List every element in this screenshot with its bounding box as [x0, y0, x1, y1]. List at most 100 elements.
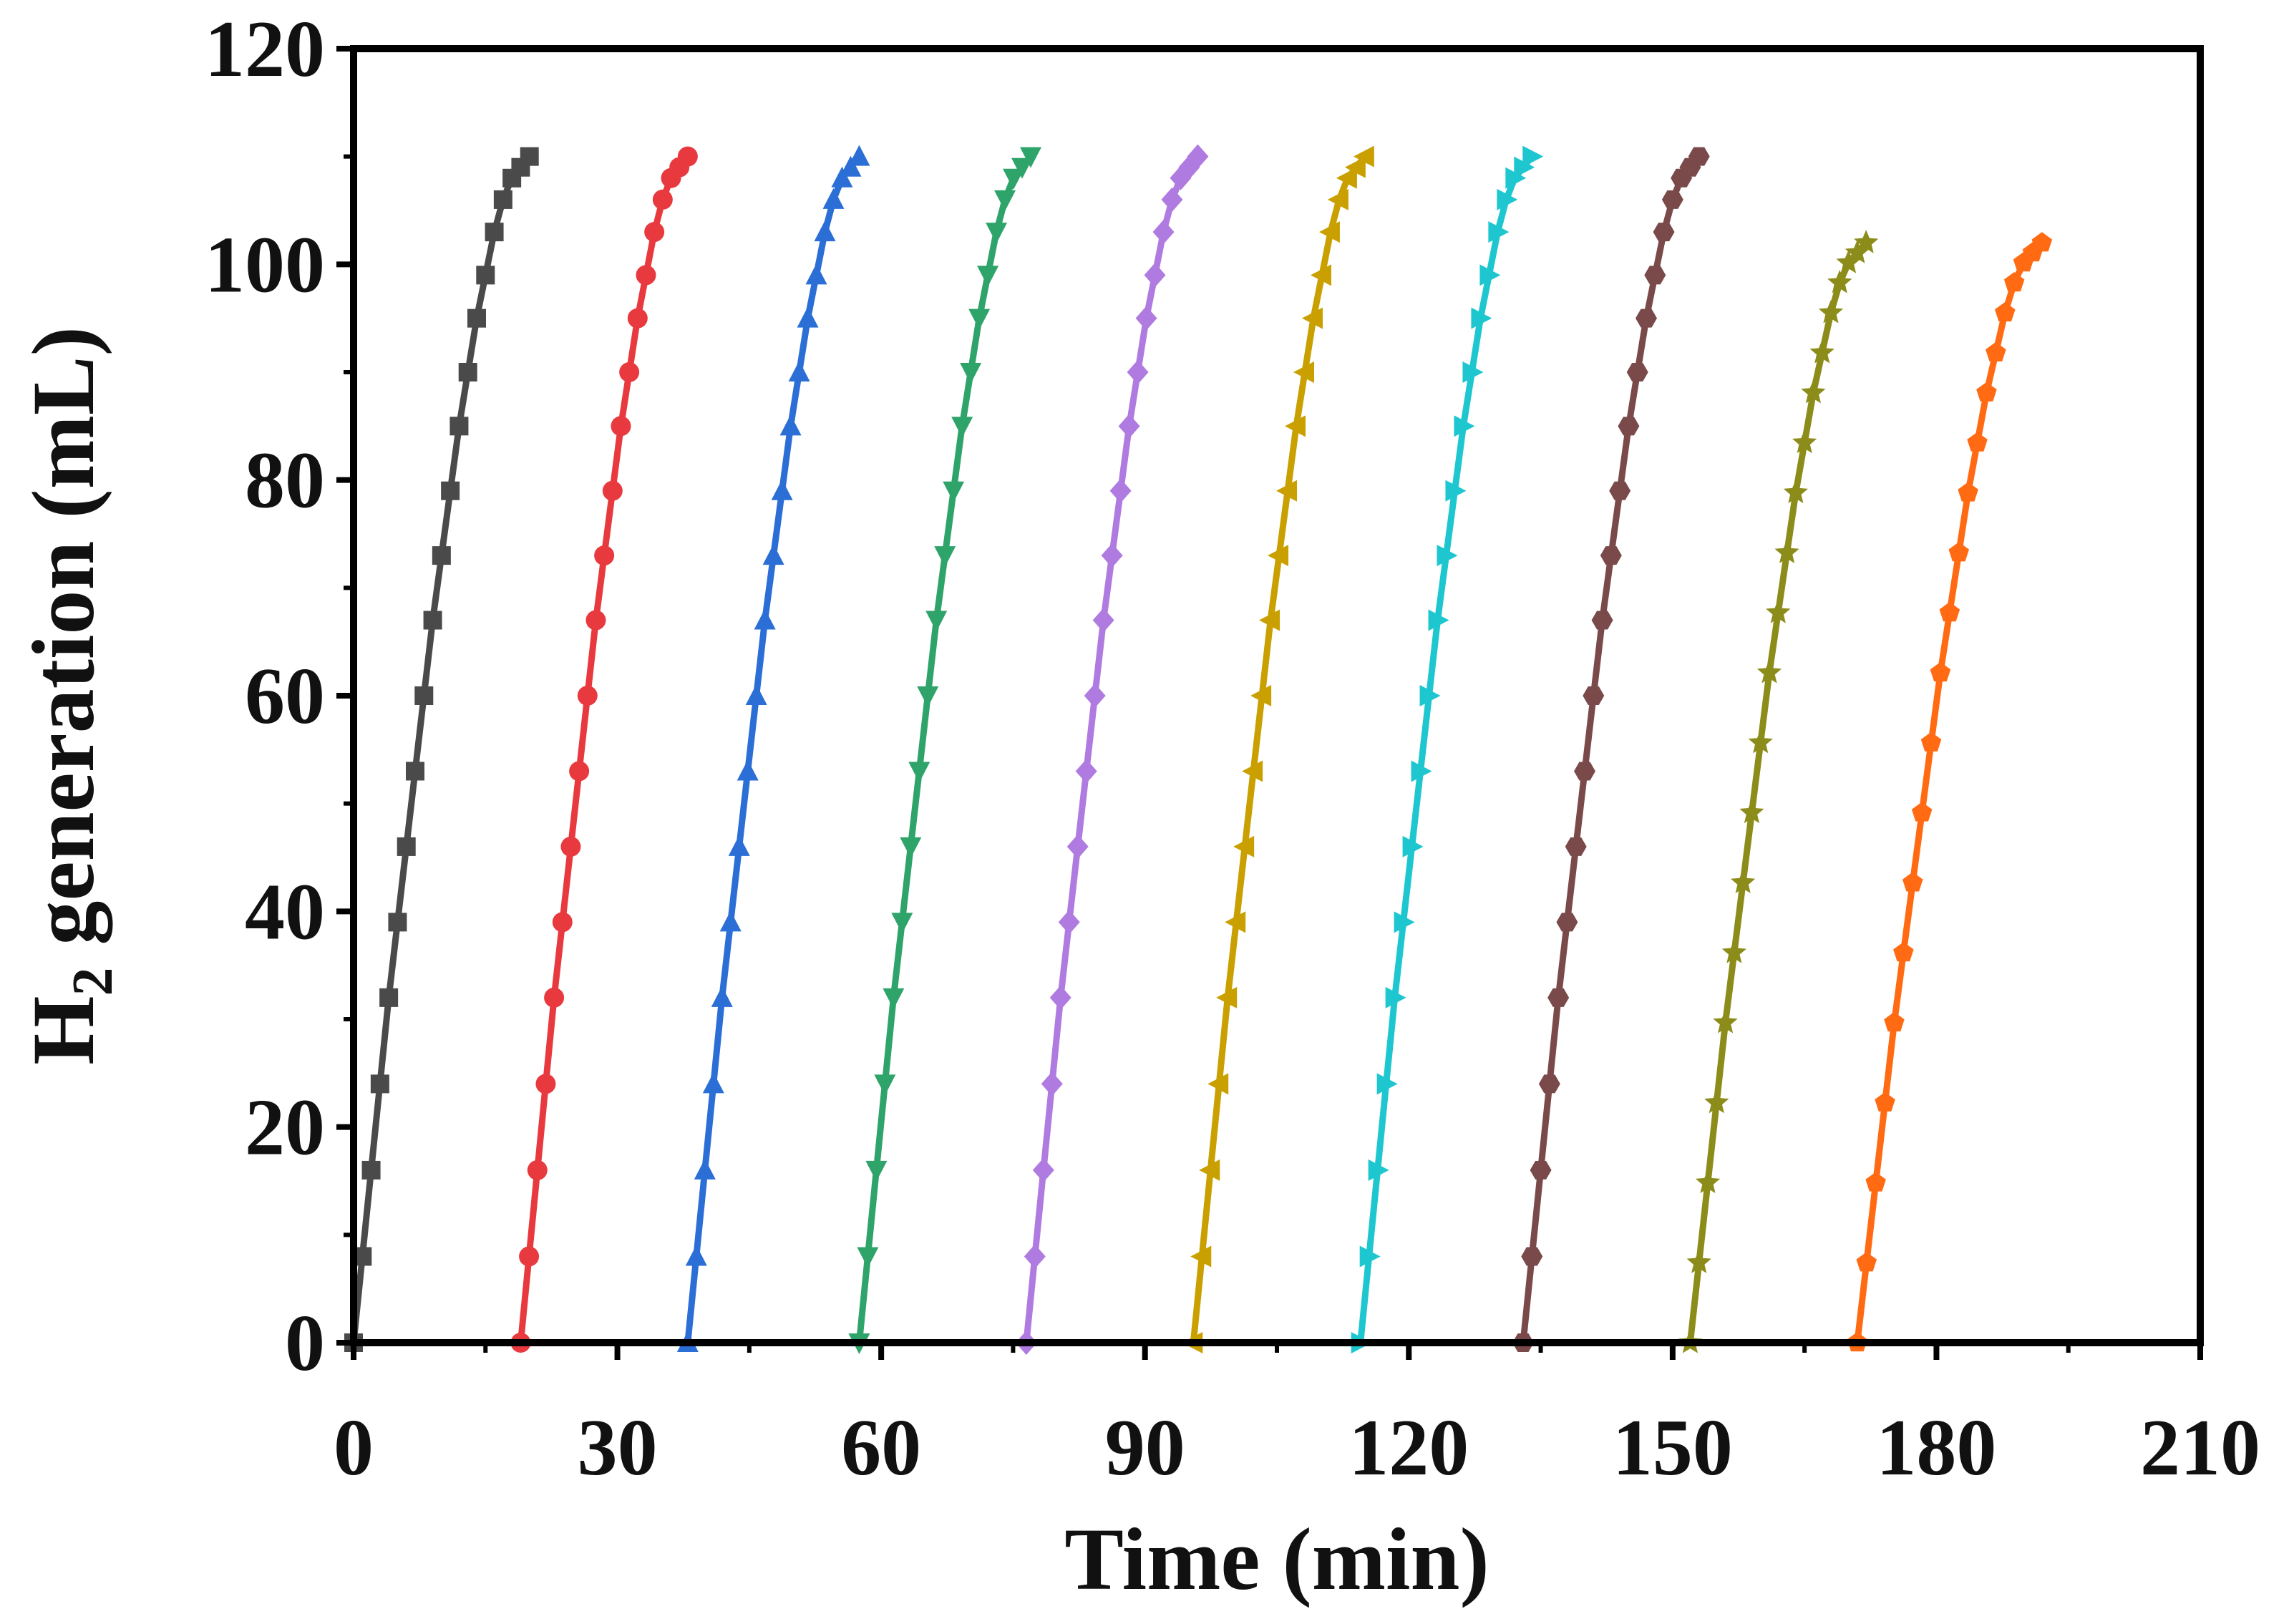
data-point	[694, 1158, 716, 1180]
data-point	[1216, 986, 1238, 1008]
data-point	[797, 306, 819, 328]
data-point	[840, 155, 862, 177]
data-point	[1713, 1009, 1738, 1034]
data-point	[1024, 1244, 1046, 1269]
data-point	[1626, 363, 1648, 381]
data-point	[1318, 221, 1340, 243]
data-point	[544, 987, 565, 1008]
data-point	[1353, 145, 1374, 167]
data-point	[1207, 1073, 1229, 1095]
data-point	[449, 417, 469, 436]
data-point	[441, 481, 460, 500]
data-point	[1471, 307, 1492, 329]
series-line	[1357, 153, 1535, 1346]
series-6	[1182, 145, 1374, 1353]
data-point	[1285, 415, 1306, 437]
data-point	[908, 762, 930, 783]
data-point	[1118, 414, 1140, 439]
data-point	[951, 417, 973, 438]
data-point	[1653, 223, 1675, 242]
data-point	[2031, 232, 2053, 252]
series-2	[510, 146, 698, 1353]
data-point	[1644, 266, 1666, 285]
data-point	[1327, 188, 1348, 210]
series-4	[848, 147, 1041, 1354]
series-line	[1023, 153, 1201, 1346]
data-point	[1437, 545, 1458, 567]
series-line	[1686, 239, 1870, 1346]
data-point	[1704, 1089, 1729, 1114]
data-point	[1003, 168, 1025, 190]
data-point	[1041, 1071, 1063, 1097]
data-point	[762, 544, 784, 565]
data-point	[560, 836, 581, 857]
data-point	[1522, 145, 1544, 167]
data-point	[1127, 360, 1149, 384]
data-point	[485, 223, 504, 242]
data-point	[1032, 1157, 1054, 1182]
series-8	[1512, 147, 1710, 1352]
data-point	[857, 1247, 879, 1268]
y-tick-label: 60	[245, 652, 325, 741]
data-point	[848, 145, 870, 166]
data-point	[652, 189, 673, 210]
data-point	[1488, 221, 1510, 243]
data-point	[1462, 361, 1484, 383]
data-point	[1939, 602, 1960, 622]
data-point	[1547, 988, 1570, 1007]
x-tick-label: 120	[1348, 1404, 1469, 1492]
data-point	[1731, 870, 1756, 893]
data-point	[805, 263, 827, 285]
data-point	[1152, 220, 1175, 245]
data-point	[388, 913, 407, 932]
data-point	[1497, 188, 1518, 210]
data-point	[891, 913, 913, 934]
data-point	[874, 1074, 896, 1096]
data-point	[1530, 1160, 1552, 1180]
y-tick-label: 0	[285, 1299, 325, 1388]
data-point	[1505, 167, 1527, 189]
data-point	[602, 480, 623, 501]
data-point	[1161, 187, 1183, 212]
x-tick-label: 150	[1613, 1404, 1733, 1492]
series-line	[1854, 239, 2046, 1346]
data-point	[1084, 684, 1106, 708]
data-point	[1609, 481, 1631, 500]
series-7	[1351, 145, 1544, 1353]
x-tick-label: 210	[2140, 1404, 2260, 1492]
data-point	[569, 761, 590, 782]
data-point	[1066, 834, 1089, 859]
data-point	[1049, 985, 1071, 1010]
data-point	[1259, 609, 1280, 631]
series-layer	[344, 144, 2053, 1355]
data-point	[1893, 942, 1914, 962]
y-axis-title-main: H	[14, 996, 112, 1064]
data-point	[1688, 147, 1710, 166]
data-point	[1845, 240, 1870, 263]
x-tick-label: 0	[334, 1404, 374, 1492]
data-point	[406, 762, 424, 781]
data-point	[1411, 760, 1432, 782]
data-point	[1827, 270, 1852, 293]
series-10	[1847, 232, 2053, 1352]
data-point	[1774, 540, 1799, 563]
series-line	[1520, 153, 1703, 1346]
data-point	[1565, 837, 1587, 856]
data-point	[1199, 1159, 1220, 1181]
data-point	[986, 223, 1008, 244]
data-point	[1748, 729, 1773, 754]
data-point	[831, 166, 853, 188]
series-5	[1015, 144, 1209, 1355]
data-point	[1618, 417, 1640, 436]
data-point	[1135, 306, 1157, 331]
data-point	[1344, 156, 1366, 178]
data-point	[1801, 379, 1826, 404]
data-point	[943, 481, 965, 502]
data-point	[1856, 1252, 1877, 1272]
data-point	[1233, 835, 1255, 857]
data-point	[1276, 480, 1298, 502]
data-point	[644, 222, 665, 243]
data-point	[754, 608, 776, 630]
data-point	[1865, 1172, 1886, 1192]
data-point	[677, 146, 698, 167]
